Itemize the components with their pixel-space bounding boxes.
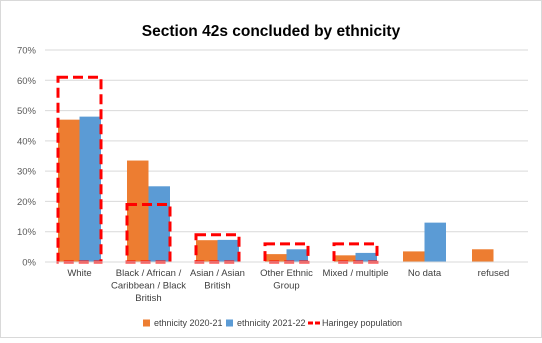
bar-series1 — [334, 255, 356, 262]
legend-label: ethnicity 2020-21 — [154, 318, 223, 328]
bar-series2 — [79, 116, 101, 262]
bar-series2 — [148, 186, 170, 262]
legend-swatch — [226, 319, 233, 327]
x-tick-label: No data — [408, 268, 442, 279]
y-tick-label: 60% — [17, 76, 37, 87]
bar-series1 — [472, 249, 494, 262]
legend-label: ethnicity 2021-22 — [237, 318, 306, 328]
x-tick-label: British — [135, 293, 161, 304]
bar-series2 — [424, 222, 446, 262]
bar-series1 — [265, 254, 287, 262]
x-tick-label: British — [204, 281, 230, 292]
bar-series1 — [58, 119, 80, 263]
legend-label: Haringey population — [322, 318, 402, 328]
x-tick-label: Other Ethnic — [260, 268, 313, 279]
y-tick-label: 40% — [17, 136, 37, 147]
bar-series2 — [355, 252, 377, 262]
y-tick-label: 50% — [17, 106, 37, 117]
bar-series2 — [286, 249, 308, 262]
bar-series1 — [127, 160, 149, 262]
y-tick-label: 30% — [17, 167, 37, 178]
y-tick-label: 70% — [17, 46, 37, 57]
bar-series1 — [403, 251, 425, 262]
bar-series1 — [196, 240, 218, 262]
x-tick-label: refused — [478, 268, 510, 279]
x-tick-label: White — [67, 268, 91, 279]
y-tick-label: 0% — [22, 258, 36, 269]
x-tick-label: Caribbean / Black — [111, 281, 186, 292]
x-tick-label: Group — [273, 281, 299, 292]
legend-swatch — [143, 319, 150, 327]
x-tick-label: Mixed / multiple — [323, 268, 389, 279]
bar-series2 — [217, 239, 239, 262]
x-tick-label: Black / African / — [116, 268, 182, 279]
x-tick-label: Asian / Asian — [190, 268, 245, 279]
y-tick-label: 20% — [17, 197, 37, 208]
y-tick-label: 10% — [17, 227, 37, 238]
chart-title: Section 42s concluded by ethnicity — [142, 23, 401, 40]
